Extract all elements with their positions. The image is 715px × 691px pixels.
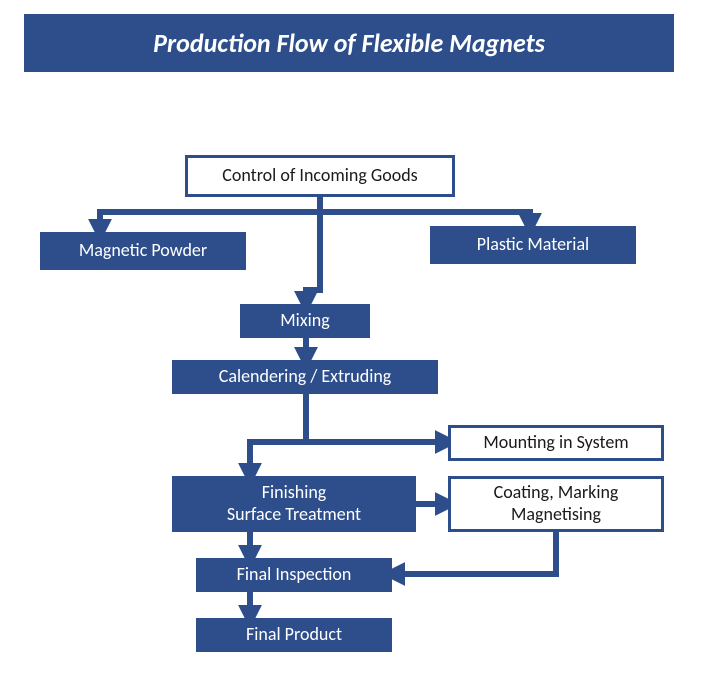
node-label: Control of Incoming Goods <box>222 165 417 187</box>
node-label: Mixing <box>280 310 329 332</box>
node-coating: Coating, Marking Magnetising <box>448 476 664 532</box>
node-powder: Magnetic Powder <box>40 232 246 270</box>
node-inspect: Final Inspection <box>196 558 392 592</box>
diagram-title: Production Flow of Flexible Magnets <box>24 14 674 72</box>
edge-coating-inspect <box>392 532 556 574</box>
node-product: Final Product <box>196 618 392 652</box>
edge-calend-mounting <box>306 394 448 442</box>
node-mixing: Mixing <box>240 304 370 338</box>
node-finishing: Finishing Surface Treatment <box>172 476 416 532</box>
edge-calend-finishing <box>250 394 306 476</box>
edge-control-plastic <box>320 197 530 226</box>
node-label: Final Inspection <box>237 564 352 586</box>
node-label: Calendering / Extruding <box>219 366 392 388</box>
node-label: Final Product <box>246 624 342 646</box>
node-mounting: Mounting in System <box>448 425 664 461</box>
node-label: Mounting in System <box>483 432 628 454</box>
node-label: Magnetic Powder <box>79 240 207 262</box>
node-plastic: Plastic Material <box>430 226 636 264</box>
node-calend: Calendering / Extruding <box>172 360 438 394</box>
edge-control-mixing <box>306 197 320 304</box>
node-label: Finishing Surface Treatment <box>227 482 361 525</box>
diagram-title-text: Production Flow of Flexible Magnets <box>153 27 545 59</box>
edge-control-powder <box>100 197 320 232</box>
node-label: Plastic Material <box>477 234 589 256</box>
node-label: Coating, Marking Magnetising <box>494 482 619 525</box>
node-control: Control of Incoming Goods <box>185 155 455 197</box>
